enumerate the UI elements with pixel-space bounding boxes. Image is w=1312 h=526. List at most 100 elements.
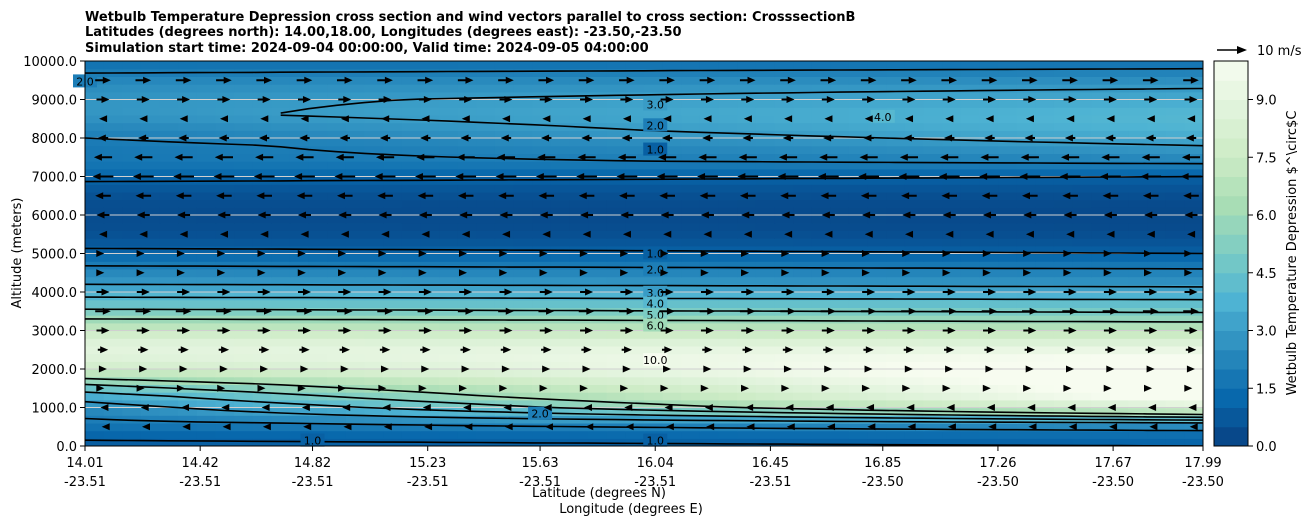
field-cell — [1053, 253, 1074, 262]
field-cell — [793, 369, 813, 378]
field-cell — [737, 215, 757, 224]
field-cell — [383, 99, 403, 108]
field-cell — [1165, 122, 1185, 131]
field-cell — [662, 245, 682, 255]
wind-arrowhead — [867, 423, 876, 431]
x-tick-label-lat: 15.63 — [521, 456, 558, 471]
field-cell — [1053, 245, 1074, 255]
field-cell — [681, 284, 701, 293]
field-cell — [159, 168, 179, 178]
field-cell — [960, 376, 980, 385]
field-cell — [1091, 222, 1111, 231]
field-cell — [588, 184, 608, 193]
field-cell — [494, 276, 515, 285]
field-cell — [942, 168, 962, 178]
field-cell — [1109, 114, 1130, 124]
field-cell — [85, 407, 105, 416]
field-cell — [942, 415, 962, 424]
field-cell — [383, 122, 403, 131]
field-cell — [234, 91, 254, 101]
field-cell — [644, 68, 664, 77]
field-cell — [1109, 161, 1130, 170]
field-cell — [308, 130, 328, 139]
field-cell — [848, 315, 869, 324]
field-cell — [196, 215, 217, 224]
y-tick-label: 1000.0 — [32, 402, 78, 417]
wind-arrowhead — [622, 365, 631, 373]
field-cell — [867, 292, 887, 301]
field-cell — [550, 268, 571, 278]
field-cell — [830, 361, 850, 370]
field-cell — [1109, 191, 1130, 201]
field-cell — [494, 399, 515, 409]
field-cell — [867, 338, 887, 347]
field-cell — [960, 330, 980, 339]
field-cell — [439, 422, 459, 432]
field-cell — [513, 376, 533, 385]
field-cell — [699, 138, 720, 147]
field-cell — [1128, 253, 1148, 262]
field-cell — [345, 184, 366, 193]
field-cell — [830, 184, 850, 193]
field-cell — [1035, 384, 1055, 393]
field-cell — [942, 430, 962, 439]
field-cell — [830, 238, 850, 247]
field-cell — [662, 122, 682, 131]
field-cell — [942, 369, 962, 378]
field-cell — [159, 84, 179, 93]
field-cell — [122, 207, 142, 216]
wind-arrowhead — [375, 153, 384, 161]
field-cell — [140, 99, 161, 108]
wind-arrowhead — [381, 230, 390, 238]
field-cell — [588, 122, 608, 131]
wind-arrowhead — [665, 327, 674, 334]
field-cell — [755, 369, 776, 378]
field-cell — [1109, 199, 1130, 208]
field-cell — [998, 84, 1018, 93]
wind-arrowhead — [658, 153, 667, 161]
wind-arrowhead — [585, 423, 594, 431]
contour-label: 10.0 — [643, 354, 668, 367]
field-cell — [308, 138, 328, 147]
field-cell — [289, 215, 310, 224]
wind-arrowhead — [297, 250, 306, 257]
field-cell — [401, 153, 421, 162]
field-cell — [793, 384, 813, 393]
field-cell — [606, 299, 626, 308]
field-cell — [439, 307, 459, 316]
field-cell — [793, 276, 813, 285]
field-cell — [1091, 392, 1111, 401]
field-cell — [420, 68, 440, 77]
field-cell — [196, 438, 217, 446]
field-cell — [364, 153, 384, 162]
wind-arrowhead — [1189, 327, 1198, 334]
wind-arrowhead — [704, 346, 713, 354]
field-cell — [1147, 392, 1167, 401]
field-cell — [420, 130, 440, 139]
field-cell — [606, 122, 626, 131]
x-tick-label-lon: -23.51 — [179, 475, 221, 490]
field-cell — [718, 422, 738, 432]
field-cell — [606, 292, 626, 301]
field-cell — [774, 61, 794, 70]
field-cell — [1128, 438, 1148, 446]
field-cell — [420, 407, 440, 416]
field-cell — [476, 261, 496, 270]
field-cell — [513, 384, 533, 393]
field-cell — [1072, 338, 1092, 347]
field-cell — [811, 353, 831, 362]
field-cell — [196, 415, 217, 424]
field-cell — [1035, 199, 1055, 208]
field-cell — [401, 430, 421, 439]
field-cell — [867, 199, 887, 208]
field-cell — [327, 61, 347, 70]
field-cell — [1109, 99, 1130, 108]
wind-arrowhead — [539, 211, 548, 219]
field-cell — [345, 114, 366, 124]
field-cell — [1165, 161, 1185, 170]
field-cell — [886, 238, 906, 247]
field-cell — [215, 138, 235, 147]
field-cell — [234, 145, 254, 154]
field-cell — [383, 369, 403, 378]
field-cell — [513, 253, 533, 262]
